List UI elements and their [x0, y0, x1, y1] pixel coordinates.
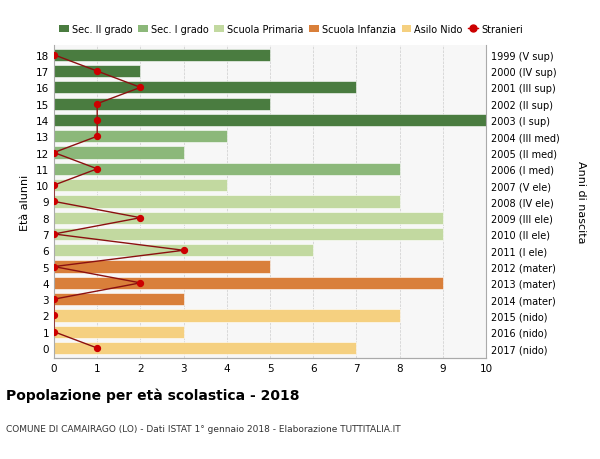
Point: [49, 150, 59, 157]
Bar: [54, 179, 227, 192]
Bar: [54, 277, 443, 289]
Point: [92, 101, 102, 108]
Bar: [54, 326, 184, 338]
Legend: Sec. II grado, Sec. I grado, Scuola Primaria, Scuola Infanzia, Asilo Nido, Stran: Sec. II grado, Sec. I grado, Scuola Prim…: [59, 25, 523, 35]
Bar: [54, 212, 443, 224]
Point: [49, 52, 59, 59]
Y-axis label: Anni di nascita: Anni di nascita: [576, 161, 586, 243]
Point: [49, 328, 59, 336]
Point: [49, 296, 59, 303]
Point: [136, 280, 145, 287]
Bar: [54, 310, 400, 322]
Bar: [54, 261, 270, 273]
Point: [92, 166, 102, 173]
Bar: [54, 66, 140, 78]
Point: [49, 231, 59, 238]
Bar: [54, 342, 356, 354]
Point: [136, 214, 145, 222]
Bar: [54, 115, 486, 127]
Point: [49, 182, 59, 190]
Point: [92, 68, 102, 76]
Point: [136, 84, 145, 92]
Bar: [54, 131, 227, 143]
Bar: [54, 147, 184, 159]
Bar: [54, 196, 400, 208]
Bar: [54, 245, 313, 257]
Point: [92, 133, 102, 140]
Bar: [54, 229, 443, 241]
Bar: [54, 82, 356, 94]
Point: [179, 247, 188, 254]
Point: [49, 198, 59, 206]
Bar: [54, 98, 270, 111]
Point: [92, 345, 102, 352]
Text: Popolazione per età scolastica - 2018: Popolazione per età scolastica - 2018: [6, 388, 299, 403]
Point: [49, 312, 59, 319]
Text: COMUNE DI CAMAIRAGO (LO) - Dati ISTAT 1° gennaio 2018 - Elaborazione TUTTITALIA.: COMUNE DI CAMAIRAGO (LO) - Dati ISTAT 1°…: [6, 425, 401, 434]
Y-axis label: Età alunni: Età alunni: [20, 174, 31, 230]
Bar: [54, 50, 270, 62]
Bar: [54, 163, 400, 175]
Point: [49, 263, 59, 271]
Point: [92, 117, 102, 124]
Bar: [54, 293, 184, 306]
